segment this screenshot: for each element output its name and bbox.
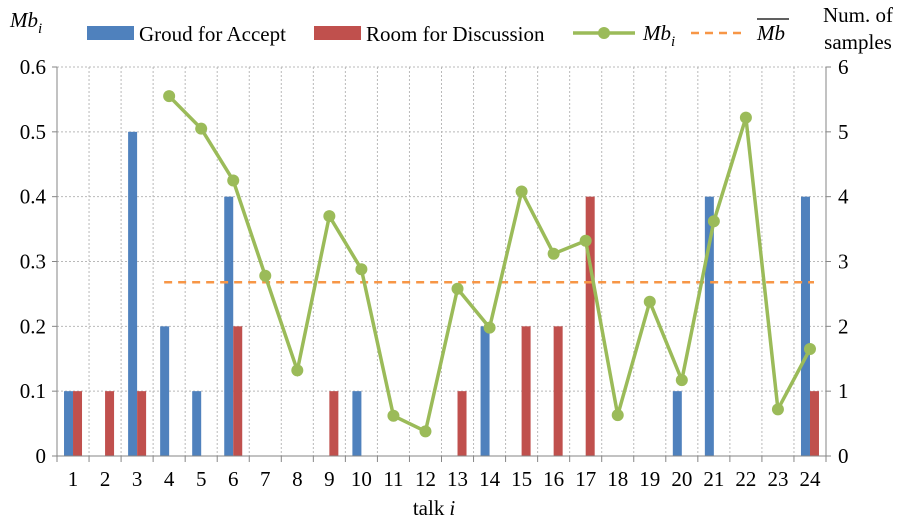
bar-groud-for-accept xyxy=(224,197,233,456)
y-tick-label-left: 0 xyxy=(36,444,47,468)
y-tick-label-left: 0.6 xyxy=(20,55,46,79)
mb-point xyxy=(548,248,560,260)
x-tick-label: 16 xyxy=(543,467,564,491)
bar-groud-for-accept xyxy=(128,132,137,456)
y-tick-label-right: 1 xyxy=(838,379,849,403)
bar-groud-for-accept xyxy=(801,197,810,456)
y-tick-label-right: 4 xyxy=(838,185,849,209)
mb-point xyxy=(419,425,431,437)
mb-point xyxy=(772,403,784,415)
x-axis-title-word: talk xyxy=(413,496,445,520)
x-tick-label: 7 xyxy=(260,467,271,491)
x-tick-label: 6 xyxy=(228,467,239,491)
x-tick-label: 2 xyxy=(100,467,111,491)
bar-groud-for-accept xyxy=(192,391,201,456)
x-tick-label: 14 xyxy=(479,467,501,491)
x-axis-title-var: i xyxy=(449,496,455,520)
y-axis-title-right-line1: Num. of xyxy=(823,3,893,27)
x-tick-label: 13 xyxy=(447,467,468,491)
y-tick-label-left: 0.1 xyxy=(20,379,46,403)
mb-point xyxy=(323,210,335,222)
x-tick-label: 15 xyxy=(511,467,532,491)
bar-room-for-discussion xyxy=(105,391,114,456)
x-tick-label: 21 xyxy=(703,467,724,491)
x-tick-label: 23 xyxy=(767,467,788,491)
legend-label-mb: Mbi xyxy=(642,21,675,50)
legend-swatch-room-for-discussion xyxy=(314,26,361,40)
x-tick-label: 5 xyxy=(196,467,207,491)
mb-point xyxy=(804,343,816,355)
mb-point xyxy=(291,364,303,376)
y-tick-label-right: 6 xyxy=(838,55,849,79)
x-tick-label: 9 xyxy=(324,467,335,491)
y-tick-label-right: 5 xyxy=(838,120,849,144)
y-tick-label-left: 0.2 xyxy=(20,314,46,338)
x-tick-label: 11 xyxy=(383,467,403,491)
legend-swatch-groud-for-accept xyxy=(87,26,134,40)
y-tick-label-right: 2 xyxy=(838,314,849,338)
y-tick-label-left: 0.3 xyxy=(20,250,46,274)
x-axis-title: talk i xyxy=(413,496,456,520)
x-tick-label: 12 xyxy=(415,467,436,491)
bar-room-for-discussion xyxy=(329,391,338,456)
legend-label-mean-mb: Mb xyxy=(756,21,785,45)
mb-point xyxy=(163,90,175,102)
mb-point xyxy=(227,174,239,186)
mb-point xyxy=(580,235,592,247)
mb-point xyxy=(452,283,464,295)
bar-room-for-discussion xyxy=(233,326,242,456)
bar-room-for-discussion xyxy=(73,391,82,456)
y-axis-title-left: Mbi xyxy=(9,8,42,37)
x-tick-label: 19 xyxy=(639,467,660,491)
mb-point xyxy=(612,409,624,421)
mb-point xyxy=(676,374,688,386)
bar-room-for-discussion xyxy=(522,326,531,456)
mb-point xyxy=(259,270,271,282)
x-tick-label: 22 xyxy=(735,467,756,491)
x-tick-label: 24 xyxy=(799,467,821,491)
mb-point xyxy=(195,123,207,135)
bar-groud-for-accept xyxy=(64,391,73,456)
legend: Groud for Accept Room for Discussion Mbi Mb xyxy=(87,19,789,50)
y-tick-label-right: 3 xyxy=(838,250,849,274)
bar-room-for-discussion xyxy=(810,391,819,456)
x-tick-label: 4 xyxy=(164,467,175,491)
x-tick-label: 18 xyxy=(607,467,628,491)
y-tick-label-right: 0 xyxy=(838,444,849,468)
mb-point xyxy=(708,215,720,227)
legend-swatch-mb-marker xyxy=(598,27,610,39)
x-tick-label: 10 xyxy=(351,467,372,491)
bar-groud-for-accept xyxy=(352,391,361,456)
bar-room-for-discussion xyxy=(554,326,563,456)
x-tick-label: 20 xyxy=(671,467,692,491)
legend-label-room-for-discussion: Room for Discussion xyxy=(366,22,545,46)
mb-point xyxy=(387,410,399,422)
mb-point xyxy=(644,296,656,308)
x-tick-label: 17 xyxy=(575,467,596,491)
y-axis-title-left-main: Mb xyxy=(9,8,38,32)
y-axis-title-left-sub: i xyxy=(38,21,42,37)
legend-label-mb-sub: i xyxy=(671,34,675,50)
bar-groud-for-accept xyxy=(673,391,682,456)
y-tick-label-left: 0.4 xyxy=(20,185,47,209)
bar-room-for-discussion xyxy=(458,391,467,456)
mb-point xyxy=(355,263,367,275)
bar-room-for-discussion xyxy=(137,391,146,456)
bar-groud-for-accept xyxy=(481,326,490,456)
y-tick-label-left: 0.5 xyxy=(20,120,46,144)
mb-point xyxy=(740,112,752,124)
mb-point xyxy=(516,185,528,197)
y-axis-title-right-line2: samples xyxy=(824,30,892,54)
legend-label-mb-main: Mb xyxy=(642,21,671,45)
legend-label-groud-for-accept: Groud for Accept xyxy=(139,22,286,46)
x-tick-label: 3 xyxy=(132,467,143,491)
bar-groud-for-accept xyxy=(160,326,169,456)
mb-point xyxy=(484,322,496,334)
x-tick-label: 1 xyxy=(68,467,79,491)
x-tick-label: 8 xyxy=(292,467,303,491)
